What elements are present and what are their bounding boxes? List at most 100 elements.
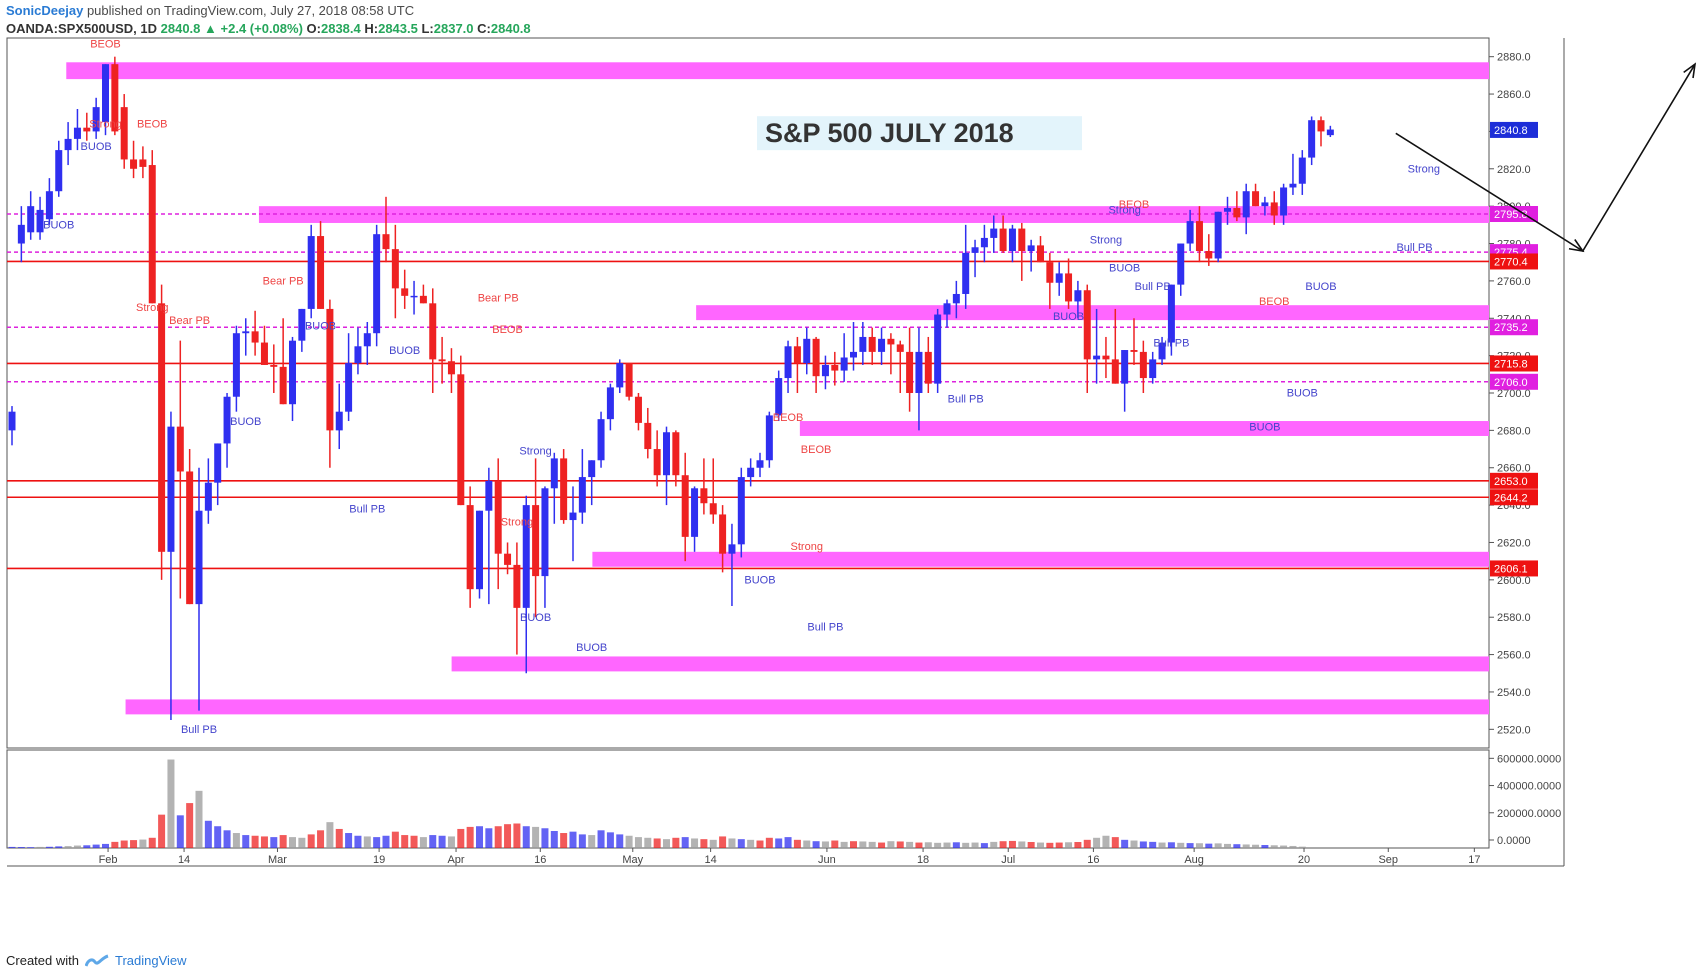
- volume-bar: [317, 830, 325, 848]
- y-tick-label: 2820.0: [1497, 164, 1531, 176]
- candle-body: [821, 364, 829, 377]
- candle-body: [868, 336, 876, 352]
- x-tick-label: 17: [1468, 854, 1480, 866]
- volume-bar: [859, 841, 867, 848]
- level-badge: [1490, 560, 1538, 577]
- volume-bar: [1008, 840, 1016, 848]
- pattern-label: Bear PB: [478, 292, 519, 304]
- pattern-label: BUOB: [520, 612, 551, 624]
- volume-bar: [447, 836, 455, 848]
- candle-body: [513, 564, 521, 608]
- volume-bar: [8, 846, 16, 848]
- pattern-label: BUOB: [1249, 421, 1280, 433]
- volume-bar: [1121, 839, 1129, 848]
- candle-body: [784, 346, 792, 379]
- volume-bar: [803, 840, 811, 848]
- candle-body: [691, 488, 699, 537]
- volume-bar: [167, 759, 175, 848]
- candle-body: [915, 351, 923, 393]
- pattern-label: Bull PB: [181, 724, 217, 736]
- volume-bar: [896, 841, 904, 848]
- candle-body: [644, 422, 652, 450]
- candle-body: [1308, 120, 1316, 158]
- volume-bar: [1037, 842, 1044, 848]
- volume-bar: [990, 841, 998, 848]
- pattern-label: BEOB: [1119, 199, 1150, 211]
- candle-body: [1008, 228, 1016, 251]
- candle-body: [681, 475, 689, 537]
- volume-bar: [1065, 842, 1073, 848]
- candle-body: [1074, 290, 1082, 302]
- candle-body: [335, 411, 343, 431]
- volume-bar: [120, 840, 128, 848]
- candle-body: [1317, 120, 1325, 132]
- y-tick-label: 2620.0: [1497, 537, 1531, 549]
- low-label: L:: [421, 21, 434, 36]
- candle-body: [756, 460, 764, 468]
- volume-bar: [943, 842, 951, 848]
- volume-bar: [457, 828, 465, 848]
- x-tick-label: 16: [534, 854, 546, 866]
- candle-body: [1018, 228, 1026, 251]
- candle-body: [232, 333, 240, 397]
- volume-bar: [1046, 842, 1054, 848]
- pattern-label: Bear PB: [169, 315, 210, 327]
- volume-bar: [532, 826, 540, 848]
- candle-body: [466, 505, 474, 590]
- volume-bar: [92, 844, 100, 848]
- open-label: O:: [306, 21, 321, 36]
- candle-body: [457, 374, 465, 506]
- volume-bar: [45, 846, 53, 848]
- candle-body: [214, 443, 222, 483]
- pattern-label: BEOB: [773, 412, 804, 424]
- publisher-header: SonicDeejay published on TradingView.com…: [6, 3, 414, 18]
- candle-body: [1280, 187, 1288, 216]
- volume-bar: [887, 841, 895, 848]
- pattern-label: BUOB: [81, 141, 112, 153]
- volume-bar: [242, 835, 250, 848]
- volume-bar: [485, 828, 493, 848]
- candle-body: [345, 363, 353, 412]
- candle-body: [737, 477, 745, 545]
- pattern-label: BUOB: [576, 642, 607, 654]
- low-value: 2837.0: [433, 21, 474, 36]
- candle-body: [148, 165, 156, 304]
- volume-bar: [840, 841, 848, 848]
- x-tick-label: 14: [704, 854, 716, 866]
- volume-bar: [1018, 841, 1026, 848]
- volume-bar: [971, 842, 979, 848]
- volume-bar: [1083, 839, 1091, 848]
- volume-bar: [681, 837, 689, 848]
- volume-bar: [775, 838, 783, 848]
- volume-bar: [597, 830, 605, 848]
- volume-bar: [289, 837, 296, 848]
- candle-body: [139, 159, 147, 167]
- candle-body: [990, 228, 998, 238]
- volume-bar: [1055, 842, 1063, 848]
- candle-body: [419, 295, 427, 304]
- y-tick-label: 2600.0: [1497, 575, 1531, 587]
- candle-body: [765, 415, 773, 461]
- level-badge: [1490, 206, 1538, 223]
- volume-bar: [737, 839, 745, 848]
- level-badge-label: 2653.0: [1494, 476, 1528, 488]
- tradingview-brand-link[interactable]: TradingView: [114, 953, 187, 968]
- volume-bar: [1167, 842, 1175, 848]
- candle-body: [663, 432, 670, 476]
- candle-body: [653, 449, 661, 476]
- volume-bar: [1195, 843, 1203, 848]
- level-badge: [1490, 319, 1538, 336]
- candle-body: [569, 512, 577, 521]
- pattern-label: Strong: [1408, 164, 1440, 176]
- candle-body: [1149, 359, 1157, 379]
- x-tick-label: Jul: [1001, 854, 1015, 866]
- candle-body: [176, 426, 184, 472]
- x-tick-label: Apr: [447, 854, 464, 866]
- volume-bar: [73, 845, 81, 848]
- pattern-label: BEOB: [1259, 296, 1290, 308]
- volume-bar: [719, 836, 727, 848]
- x-tick-label: Aug: [1184, 854, 1204, 866]
- publisher-username[interactable]: SonicDeejay: [6, 3, 84, 18]
- pattern-label: BUOB: [1305, 281, 1336, 293]
